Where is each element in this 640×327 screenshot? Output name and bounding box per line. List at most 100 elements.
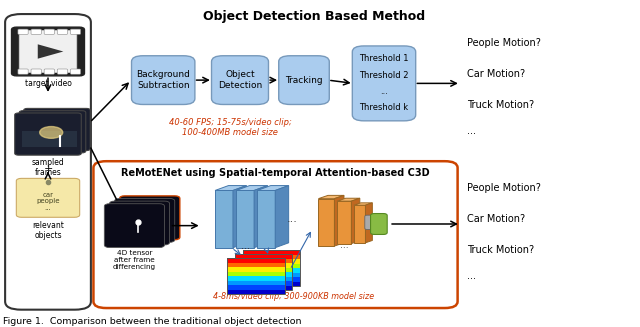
FancyBboxPatch shape [70,69,81,74]
Polygon shape [233,185,246,248]
Polygon shape [257,190,275,248]
Text: car: car [42,192,54,198]
FancyBboxPatch shape [120,196,180,240]
FancyBboxPatch shape [235,281,292,286]
Text: relevant
objects: relevant objects [32,220,64,240]
Polygon shape [319,198,334,246]
Polygon shape [354,205,365,243]
Polygon shape [215,185,246,190]
Polygon shape [354,203,372,205]
FancyBboxPatch shape [235,286,292,290]
Text: 4D tensor
after frame
differencing: 4D tensor after frame differencing [113,250,156,269]
FancyBboxPatch shape [104,204,164,248]
FancyBboxPatch shape [109,201,170,245]
Text: sampled
frames: sampled frames [31,158,65,177]
Polygon shape [365,203,372,243]
Text: Truck Motion?: Truck Motion? [467,245,534,255]
FancyBboxPatch shape [132,56,195,105]
Text: Car Motion?: Car Motion? [467,214,525,224]
FancyBboxPatch shape [5,14,91,310]
Text: ...: ... [45,205,51,211]
Text: People Motion?: People Motion? [467,38,541,47]
Text: Threshold k: Threshold k [360,103,408,112]
Text: Background
Subtraction: Background Subtraction [136,70,190,90]
Text: ...: ... [380,87,388,96]
Polygon shape [236,185,268,190]
FancyBboxPatch shape [58,69,68,74]
FancyBboxPatch shape [227,281,285,285]
FancyBboxPatch shape [227,263,285,267]
FancyBboxPatch shape [31,29,41,34]
Polygon shape [334,195,344,246]
FancyBboxPatch shape [18,69,28,74]
Text: 4-8ms/video clip; 300-900KB model size: 4-8ms/video clip; 300-900KB model size [213,292,374,301]
FancyBboxPatch shape [279,56,329,105]
Text: Threshold 2: Threshold 2 [359,71,409,80]
FancyBboxPatch shape [19,30,77,73]
Polygon shape [236,190,254,248]
FancyBboxPatch shape [371,214,387,234]
Text: ReMotENet using Spatial-temporal Attention-based C3D: ReMotENet using Spatial-temporal Attenti… [121,168,430,179]
Polygon shape [319,195,344,198]
Text: ...: ... [467,271,476,281]
Text: Truck Motion?: Truck Motion? [467,100,534,110]
FancyBboxPatch shape [44,69,54,74]
FancyBboxPatch shape [243,264,300,268]
FancyBboxPatch shape [24,109,90,150]
FancyBboxPatch shape [211,56,269,105]
Text: Object Detection Based Method: Object Detection Based Method [202,10,425,23]
Text: Object
Detection: Object Detection [218,70,262,90]
FancyBboxPatch shape [243,277,300,282]
Polygon shape [38,44,63,59]
FancyBboxPatch shape [227,267,285,272]
Polygon shape [22,131,77,147]
FancyBboxPatch shape [44,29,54,34]
FancyBboxPatch shape [227,272,285,276]
FancyBboxPatch shape [243,250,300,255]
FancyBboxPatch shape [93,161,458,308]
FancyBboxPatch shape [227,285,285,290]
FancyBboxPatch shape [15,113,81,155]
FancyBboxPatch shape [243,273,300,277]
Polygon shape [254,185,268,248]
FancyBboxPatch shape [365,215,379,230]
FancyBboxPatch shape [235,254,292,259]
FancyBboxPatch shape [227,276,285,281]
Polygon shape [337,198,360,201]
FancyBboxPatch shape [235,264,292,268]
Text: Threshold 1: Threshold 1 [359,54,409,63]
Text: +: + [44,164,52,174]
FancyBboxPatch shape [243,260,300,264]
FancyBboxPatch shape [235,259,292,264]
Text: Car Motion?: Car Motion? [467,69,525,78]
FancyBboxPatch shape [235,272,292,277]
Polygon shape [275,185,289,248]
FancyBboxPatch shape [235,268,292,272]
FancyBboxPatch shape [227,290,285,294]
Text: ...: ... [467,126,476,136]
Text: Figure 1.  Comparison between the traditional object detection: Figure 1. Comparison between the traditi… [3,317,301,326]
Circle shape [40,127,63,138]
FancyBboxPatch shape [115,198,175,242]
FancyBboxPatch shape [243,282,300,286]
FancyBboxPatch shape [16,179,80,217]
Polygon shape [257,185,289,190]
Text: people: people [36,198,60,204]
Text: People Motion?: People Motion? [467,183,541,193]
FancyBboxPatch shape [12,27,84,76]
FancyBboxPatch shape [70,29,81,34]
Text: ...: ... [287,214,297,224]
FancyBboxPatch shape [18,29,28,34]
FancyBboxPatch shape [19,111,86,153]
FancyBboxPatch shape [243,268,300,273]
Polygon shape [351,198,360,244]
Text: 40-60 FPS; 15-75s/video clip;
100-400MB model size: 40-60 FPS; 15-75s/video clip; 100-400MB … [169,118,292,137]
Polygon shape [337,201,351,244]
FancyBboxPatch shape [243,255,300,260]
FancyBboxPatch shape [352,46,416,121]
FancyBboxPatch shape [31,69,41,74]
Text: target video: target video [24,79,72,88]
Text: Tracking: Tracking [285,76,323,85]
Text: ...: ... [340,241,349,250]
Text: ...: ... [241,241,250,251]
